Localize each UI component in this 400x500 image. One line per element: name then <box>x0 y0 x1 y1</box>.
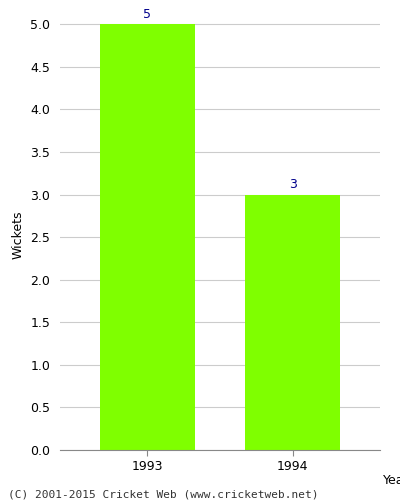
Bar <box>246 194 340 450</box>
X-axis label: Year: Year <box>383 474 400 486</box>
Text: 5: 5 <box>143 8 151 21</box>
Text: 3: 3 <box>289 178 297 191</box>
Bar <box>100 24 194 450</box>
Y-axis label: Wickets: Wickets <box>12 211 25 259</box>
Text: (C) 2001-2015 Cricket Web (www.cricketweb.net): (C) 2001-2015 Cricket Web (www.cricketwe… <box>8 490 318 500</box>
